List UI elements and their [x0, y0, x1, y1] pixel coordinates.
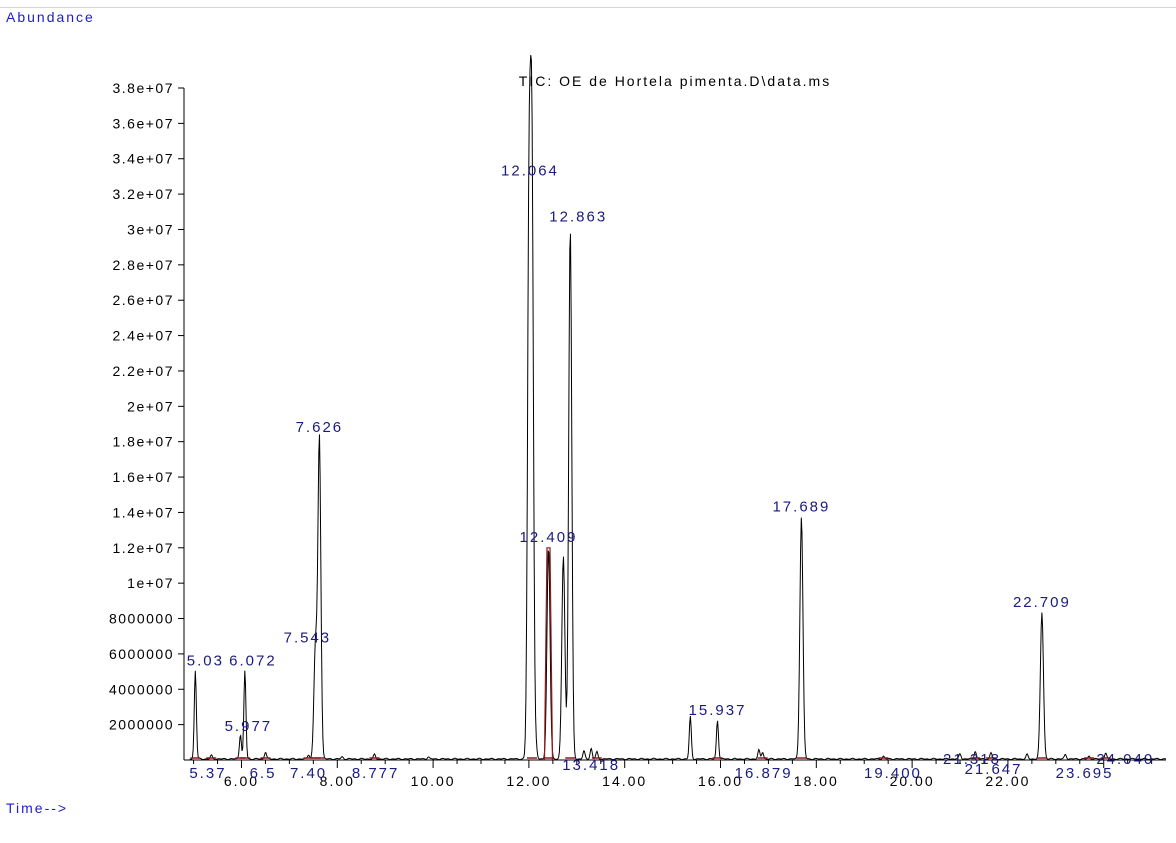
peak-label: 6.072 — [229, 653, 277, 670]
x-axis-label: Time--> — [6, 800, 69, 816]
y-tick-label: 6000000 — [109, 646, 174, 662]
y-tick-label: 4000000 — [109, 681, 174, 697]
peak-label: 12.064 — [501, 163, 559, 180]
x-tick-label: 12.00 — [506, 773, 551, 789]
peak-label: 12.409 — [520, 529, 578, 546]
y-tick-label: 1.2e+07 — [113, 540, 175, 556]
peak-label: 6.5 — [250, 765, 277, 782]
x-tick-label: 18.00 — [794, 773, 839, 789]
y-tick-label: 3.4e+07 — [113, 151, 175, 167]
y-tick-label: 1.6e+07 — [113, 469, 175, 485]
chart-title: TIC: OE de Hortela pimenta.D\data.ms — [519, 73, 831, 89]
y-tick-label: 8000000 — [109, 611, 174, 627]
peak-label: 23.695 — [1056, 765, 1114, 782]
peak-label: 13.418 — [562, 757, 620, 774]
y-tick-label: 3.6e+07 — [113, 115, 175, 131]
peak-label: 7.40 — [290, 765, 327, 782]
x-tick-label: 10.00 — [411, 773, 456, 789]
y-tick-label: 3.8e+07 — [113, 80, 175, 96]
tic-trace — [189, 55, 1167, 761]
y-tick-label: 2e+07 — [127, 398, 174, 414]
peak-label: 21.647 — [965, 761, 1023, 778]
x-tick-label: 6.00 — [224, 773, 259, 789]
y-tick-label: 2.6e+07 — [113, 292, 175, 308]
peak-label: 5.977 — [225, 718, 273, 735]
peak-label: 15.937 — [689, 702, 747, 719]
peak-label: 5.37 — [189, 765, 226, 782]
y-tick-label: 2.4e+07 — [113, 328, 175, 344]
traces — [189, 55, 1167, 761]
y-tick-label: 2000000 — [109, 717, 174, 733]
y-tick-label: 3e+07 — [127, 221, 174, 237]
x-tick-label: 14.00 — [602, 773, 647, 789]
y-tick-label: 1.8e+07 — [113, 434, 175, 450]
x-tick-label: 20.00 — [890, 773, 935, 789]
peak-label: 7.543 — [284, 630, 332, 647]
axes: 2000000 4000000 6000000 8000000 1e+07 1.2e+07… — [109, 80, 1166, 789]
peak-label: 12.863 — [549, 209, 607, 226]
y-tick-label: 3.2e+07 — [113, 186, 175, 202]
x-tick-label: 22.00 — [985, 773, 1030, 789]
x-tick-label: 16.00 — [698, 773, 743, 789]
peak-label: 17.689 — [772, 499, 830, 516]
peak-label: 22.709 — [1013, 594, 1071, 611]
peak-label: 5.03 — [187, 653, 224, 670]
y-tick-label: 2.2e+07 — [113, 363, 175, 379]
y-tick-label: 2.8e+07 — [113, 257, 175, 273]
x-tick-label: 8.00 — [320, 773, 355, 789]
peak-label: 21.318 — [943, 751, 1001, 768]
integrated-peak — [543, 547, 554, 761]
peak-label: 7.626 — [296, 419, 344, 436]
y-tick-label: 1e+07 — [127, 575, 174, 591]
peak-labels: 5.03 5.37 5.977 6.072 6.5 7.40 7.543 7.626 8.777… — [187, 163, 1154, 782]
peak-label: 8.777 — [352, 765, 400, 782]
peak-label: 24.040 — [1096, 751, 1154, 768]
top-border — [0, 7, 1176, 8]
y-axis-label: Abundance — [6, 9, 95, 25]
y-tick-label: 1.4e+07 — [113, 504, 175, 520]
peak-label: 16.879 — [735, 765, 793, 782]
peak-label: 19.400 — [864, 765, 922, 782]
